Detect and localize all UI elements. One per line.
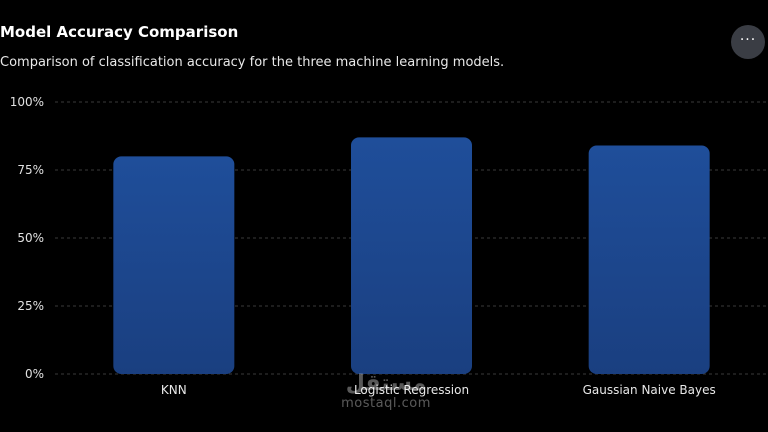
x-tick-label: Gaussian Naive Bayes (583, 383, 716, 397)
bar[interactable] (351, 137, 472, 374)
chart-title: Model Accuracy Comparison (0, 23, 239, 41)
chart-subtitle: Comparison of classification accuracy fo… (0, 55, 505, 70)
more-options-button[interactable]: ··· (731, 25, 765, 59)
x-tick-label: KNN (161, 383, 187, 397)
watermark: مستقل mostaql.com (338, 372, 434, 412)
watermark-arabic: مستقل (345, 371, 427, 396)
y-tick-label: 0% (25, 367, 44, 381)
y-tick-label: 100% (10, 95, 44, 109)
x-tick-label: Logistic Regression (354, 383, 469, 397)
watermark-latin: mostaql.com (341, 396, 431, 411)
bar[interactable] (588, 145, 710, 374)
y-tick-label: 75% (17, 163, 44, 177)
y-tick-label: 50% (17, 231, 44, 245)
y-tick-label: 25% (17, 299, 44, 313)
bar[interactable] (113, 156, 235, 374)
more-horizontal-icon: ··· (739, 32, 757, 48)
